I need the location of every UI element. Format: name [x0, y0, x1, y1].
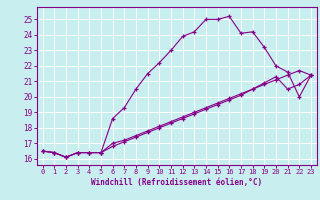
X-axis label: Windchill (Refroidissement éolien,°C): Windchill (Refroidissement éolien,°C): [91, 178, 262, 187]
